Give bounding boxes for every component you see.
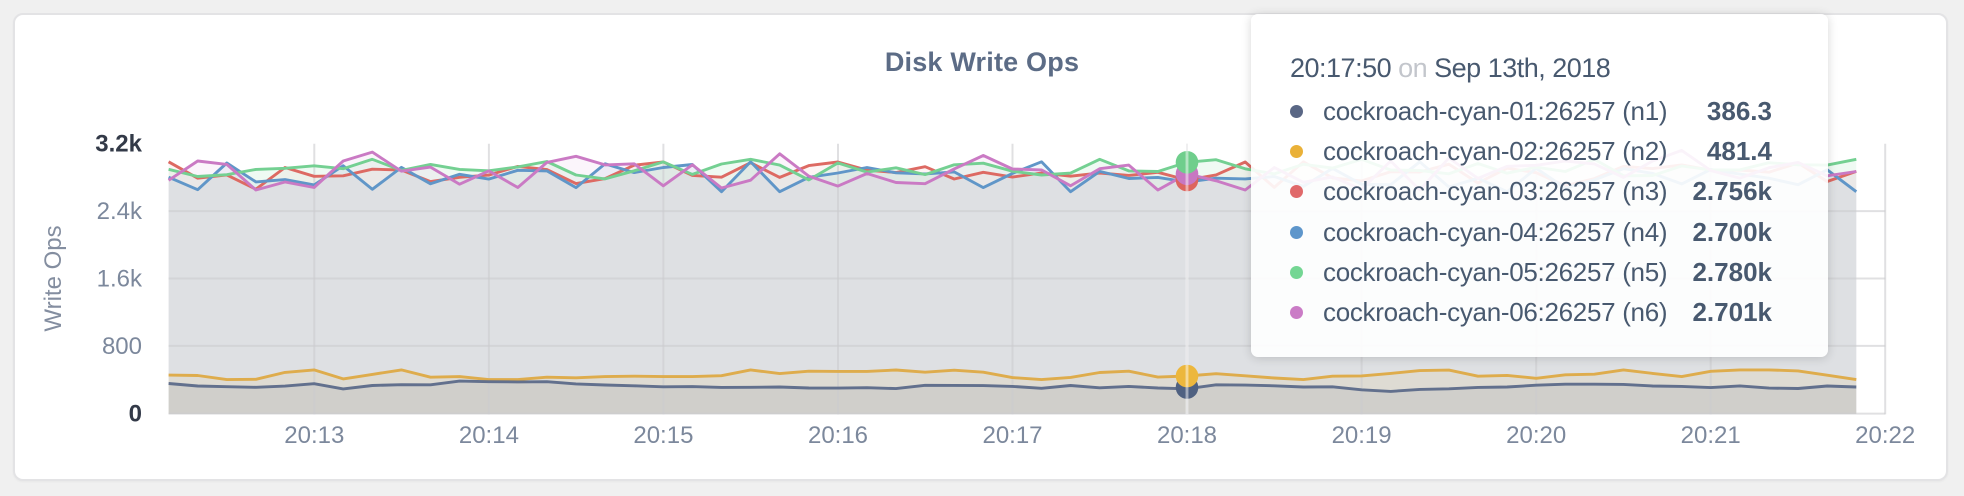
svg-text:20:14: 20:14 bbox=[459, 422, 519, 449]
svg-text:1.6k: 1.6k bbox=[97, 266, 143, 293]
svg-text:0: 0 bbox=[129, 400, 142, 427]
svg-text:20:16: 20:16 bbox=[808, 422, 868, 449]
svg-text:20:20: 20:20 bbox=[1506, 422, 1566, 449]
svg-text:20:17: 20:17 bbox=[982, 422, 1042, 449]
svg-text:2.4k: 2.4k bbox=[97, 198, 143, 225]
svg-text:800: 800 bbox=[102, 333, 142, 360]
svg-text:20:22: 20:22 bbox=[1855, 422, 1915, 449]
svg-text:20:13: 20:13 bbox=[284, 422, 344, 449]
svg-text:20:21: 20:21 bbox=[1681, 422, 1741, 449]
svg-text:20:19: 20:19 bbox=[1332, 422, 1392, 449]
svg-text:Write Ops: Write Ops bbox=[40, 225, 67, 331]
svg-text:20:15: 20:15 bbox=[633, 422, 693, 449]
svg-text:20:18: 20:18 bbox=[1157, 422, 1217, 449]
svg-text:3.2k: 3.2k bbox=[95, 131, 142, 158]
